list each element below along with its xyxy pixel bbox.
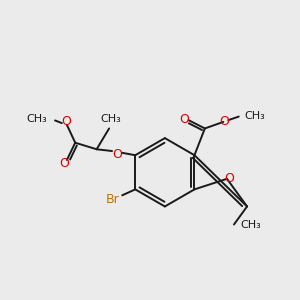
Text: O: O (224, 172, 234, 185)
Text: O: O (180, 113, 190, 126)
Text: CH₃: CH₃ (241, 220, 261, 230)
Text: O: O (61, 116, 70, 128)
Text: O: O (112, 148, 122, 161)
Text: O: O (60, 157, 70, 170)
Text: CH₃: CH₃ (100, 114, 121, 124)
Text: Br: Br (106, 193, 119, 206)
Text: CH₃: CH₃ (26, 114, 47, 124)
Text: O: O (219, 115, 229, 128)
Text: CH₃: CH₃ (244, 111, 265, 121)
